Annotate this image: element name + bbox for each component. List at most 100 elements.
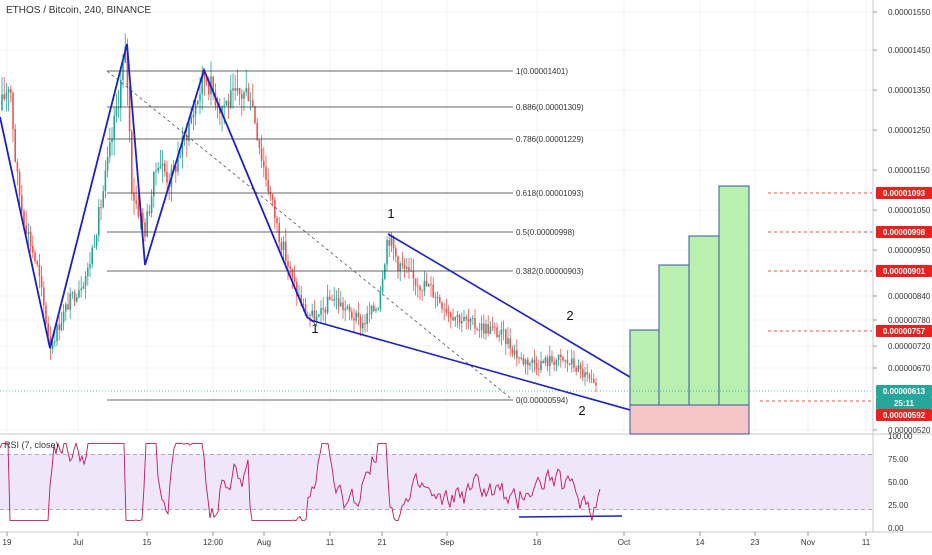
- candle: [593, 373, 595, 384]
- candle-body: [348, 306, 351, 312]
- candle: [307, 311, 309, 316]
- candle-body: [342, 302, 344, 311]
- candle-body: [194, 104, 197, 115]
- candle: [439, 294, 441, 304]
- candle: [5, 82, 8, 112]
- candle-body: [126, 46, 129, 88]
- candle: [538, 359, 540, 377]
- candle: [324, 306, 327, 325]
- candle-body: [313, 310, 316, 323]
- candle-body: [498, 334, 500, 338]
- candle-body: [381, 279, 384, 292]
- candle: [465, 314, 467, 330]
- candle: [430, 276, 432, 297]
- candle: [450, 311, 452, 329]
- candle-body: [67, 304, 69, 310]
- candle-body: [300, 295, 302, 306]
- candle-body: [307, 315, 309, 316]
- candle-body: [511, 348, 514, 355]
- candle: [379, 286, 382, 312]
- candle-body: [203, 73, 206, 79]
- candle-body: [513, 350, 516, 355]
- candle: [144, 218, 146, 242]
- candle: [29, 226, 32, 253]
- candle: [474, 309, 476, 335]
- candle: [337, 287, 340, 314]
- candle-body: [98, 207, 100, 236]
- candle-body: [476, 328, 478, 330]
- candle-body: [474, 317, 476, 329]
- candle: [84, 271, 87, 300]
- candle-body: [447, 312, 450, 314]
- candle-body: [362, 323, 364, 329]
- candle: [38, 253, 41, 289]
- candle-body: [225, 100, 228, 106]
- candle: [520, 352, 522, 361]
- candle: [346, 304, 349, 311]
- candle-body: [469, 318, 472, 322]
- candle: [333, 286, 335, 307]
- candle: [595, 378, 597, 392]
- candle-body: [304, 304, 307, 316]
- candle-body: [82, 286, 85, 289]
- candle: [340, 290, 342, 308]
- candle-body: [531, 359, 533, 363]
- candle: [388, 232, 390, 258]
- candle: [549, 345, 551, 377]
- candle-body: [326, 296, 329, 313]
- candle-body: [414, 278, 417, 286]
- candle-body: [505, 329, 507, 344]
- candle-body: [69, 293, 71, 310]
- candle-body: [434, 297, 437, 299]
- candle: [65, 302, 67, 321]
- candle: [93, 234, 96, 248]
- price-tick-label: 0.00001150: [888, 166, 930, 175]
- candle: [249, 91, 252, 111]
- candle-body: [403, 265, 406, 269]
- candle: [320, 300, 322, 325]
- candle-body: [1, 94, 3, 110]
- candle-body: [117, 107, 120, 109]
- candle-body: [406, 267, 408, 269]
- candle: [135, 185, 137, 209]
- candle-body: [491, 326, 494, 328]
- fib-retracement: 1(0.00001401) 0.886(0.00001309) 0.786(0.00…: [106, 67, 584, 405]
- candle-body: [137, 203, 140, 217]
- candle-body: [452, 317, 454, 321]
- wave-label: 2: [566, 308, 573, 323]
- candle: [227, 93, 230, 120]
- candle: [280, 237, 283, 254]
- candle-body: [467, 319, 470, 322]
- candle: [452, 308, 454, 321]
- time-tick-label: 15: [143, 538, 152, 547]
- candle: [562, 355, 564, 363]
- candle-body: [520, 357, 522, 359]
- fib-level-label: 0(0.00000594): [516, 396, 568, 405]
- candle-body: [344, 308, 346, 311]
- candle: [557, 354, 560, 367]
- time-tick-label: 11: [862, 538, 871, 547]
- candle-body: [100, 207, 102, 208]
- candle: [540, 351, 542, 373]
- time-tick-label: 23: [751, 538, 760, 547]
- candle-body: [60, 322, 63, 331]
- candle: [16, 158, 19, 186]
- candle-body: [557, 354, 560, 361]
- time-tick-label: Sep: [440, 538, 455, 547]
- candle: [392, 235, 395, 261]
- candle-body: [282, 241, 285, 251]
- candle: [276, 215, 278, 233]
- candle: [153, 171, 155, 208]
- candle: [476, 327, 478, 331]
- candle-body: [208, 82, 210, 95]
- candle-body: [366, 313, 368, 325]
- candle-body: [159, 166, 162, 168]
- price-tick-label: 0.00001350: [888, 86, 931, 95]
- candle: [366, 305, 368, 332]
- candle-body: [458, 315, 461, 324]
- candle-body: [32, 246, 34, 253]
- candle: [254, 105, 256, 125]
- candle-body: [65, 304, 67, 312]
- price-badge-text: 0.00001093: [883, 189, 926, 198]
